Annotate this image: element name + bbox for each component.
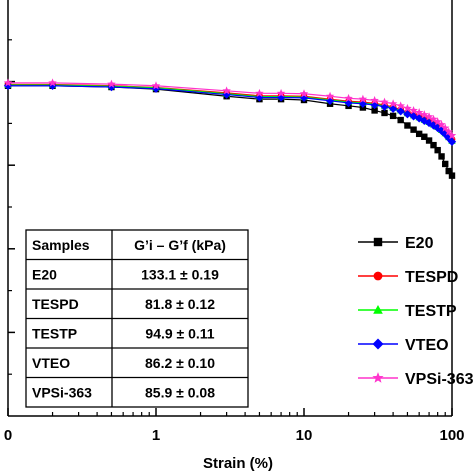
data-point-vteo (409, 112, 418, 121)
data-point-vpsi-363 (388, 99, 398, 108)
data-point-vteo (48, 81, 57, 90)
legend-marker (372, 338, 384, 350)
x-tick-label: 1 (152, 427, 160, 444)
x-tick-label: 100 (439, 427, 464, 444)
data-point-e20 (404, 122, 411, 129)
data-point-vpsi-363 (358, 94, 368, 103)
series-tespd (4, 81, 456, 143)
series-line-e20 (8, 85, 453, 176)
data-point-e20 (448, 172, 456, 179)
data-point-e20 (389, 112, 397, 120)
data-point-vpsi-363 (437, 120, 446, 129)
data-point-vteo (344, 98, 353, 108)
legend-item-e20: E20 (358, 235, 434, 252)
data-point-vpsi-363 (370, 95, 379, 105)
data-point-vpsi-363 (414, 108, 424, 117)
table-cell-sample: TESTP (32, 325, 77, 341)
data-point-vpsi-363 (433, 117, 442, 126)
table-cell-value: 94.9 ± 0.11 (145, 325, 214, 341)
data-point-vpsi-363 (344, 93, 353, 102)
legend-label: TESPD (405, 269, 458, 286)
data-point-e20 (421, 133, 428, 140)
legend-marker (373, 237, 383, 247)
data-point-e20 (442, 160, 449, 168)
data-point-vpsi-363 (409, 105, 418, 115)
table-header-cell: G’i – G’f (kPa) (134, 237, 226, 253)
legend-label: VTEO (405, 337, 449, 354)
legend-marker (373, 271, 383, 281)
data-point-vpsi-363 (380, 97, 389, 106)
results-table: Samples G’i – G’f (kPa) E20 133.1 ± 0.19 TES… (25, 229, 249, 408)
data-point-vpsi-363 (429, 114, 438, 123)
data-point-e20 (445, 167, 452, 175)
data-point-vpsi-363 (403, 103, 412, 112)
data-point-vpsi-363 (276, 88, 286, 97)
data-point-vpsi-363 (48, 78, 57, 87)
data-point-vteo (107, 82, 116, 92)
table-cell-value: 81.8 ± 0.12 (145, 296, 215, 312)
data-point-vpsi-363 (222, 86, 231, 95)
data-point-vpsi-363 (151, 81, 161, 90)
data-point-vpsi-363 (325, 91, 335, 100)
data-point-vteo (370, 100, 379, 110)
data-point-e20 (410, 126, 417, 133)
data-point-e20 (438, 153, 445, 160)
legend-marker (373, 304, 383, 314)
data-point-vteo (3, 81, 13, 90)
data-point-e20 (381, 109, 388, 117)
data-point-vpsi-363 (420, 110, 429, 119)
data-point-vteo (151, 84, 161, 93)
table-cell-sample: TESPD (32, 296, 79, 312)
legend-label: E20 (405, 235, 434, 252)
table-cell-value: 85.9 ± 0.08 (145, 384, 215, 400)
data-point-e20 (434, 146, 441, 154)
data-point-vteo (396, 107, 405, 116)
data-point-vteo (415, 114, 424, 123)
x-axis-label: Strain (%) (203, 455, 273, 472)
table-cell-value: 133.1 ± 0.19 (141, 266, 219, 282)
data-point-e20 (371, 107, 378, 114)
series-e20 (4, 82, 456, 179)
legend-label: VPSi-363 (405, 371, 474, 388)
data-point-vpsi-363 (299, 89, 309, 98)
data-point-e20 (415, 130, 423, 138)
legend-item-vteo: VTEO (358, 337, 449, 354)
data-point-vpsi-363 (396, 101, 405, 110)
data-point-vpsi-363 (107, 79, 116, 88)
data-point-e20 (397, 116, 404, 124)
data-point-vpsi-363 (3, 78, 13, 87)
data-point-vteo (299, 93, 309, 103)
table-cell-sample: VTEO (32, 355, 70, 371)
table-cell-value: 86.2 ± 0.10 (145, 355, 215, 371)
series-vpsi-363 (3, 78, 457, 140)
data-point-vteo (447, 137, 457, 146)
x-tick-label: 10 (296, 427, 313, 444)
x-tick-label: 0 (4, 427, 12, 444)
data-point-vpsi-363 (255, 88, 264, 97)
legend-item-vpsi-363: VPSi-363 (358, 371, 474, 388)
legend-marker (372, 372, 384, 383)
table-header-cell: Samples (32, 237, 90, 253)
data-point-vpsi-363 (424, 112, 434, 121)
data-point-e20 (430, 141, 437, 149)
data-point-vpsi-363 (440, 123, 450, 132)
legend-item-testp: TESTP (358, 303, 457, 320)
data-point-e20 (425, 137, 433, 144)
data-point-vpsi-363 (444, 127, 453, 136)
table-cell-sample: E20 (32, 266, 57, 282)
data-point-vteo (255, 93, 264, 102)
legend-label: TESTP (405, 303, 457, 320)
table-cell-sample: VPSi-363 (32, 384, 92, 400)
data-point-vpsi-363 (447, 131, 457, 140)
data-point-vteo (403, 110, 412, 119)
legend-item-tespd: TESPD (358, 269, 458, 286)
